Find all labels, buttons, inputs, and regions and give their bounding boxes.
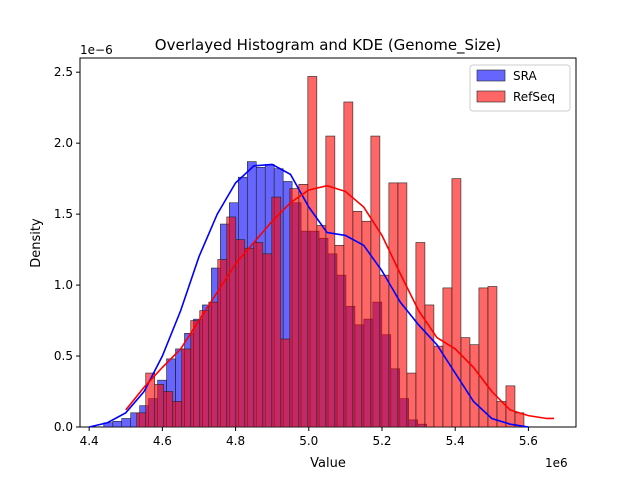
x-tick-label: 5.6 [519, 434, 538, 448]
histogram-bar [163, 391, 174, 428]
legend-swatch [476, 69, 506, 82]
x-tick-label: 4.4 [80, 434, 99, 448]
histogram-bar [361, 220, 372, 428]
histogram-bar [208, 301, 219, 428]
histogram-bar [172, 401, 183, 428]
histogram-bar [325, 135, 336, 428]
legend-swatch [476, 90, 506, 103]
y-tick-label: 1.5 [54, 207, 73, 221]
histogram-bar [415, 242, 426, 428]
histogram-bar [451, 178, 462, 428]
histogram-bar [112, 421, 123, 428]
y-tick-label: 1.0 [54, 278, 73, 292]
histogram-bar [271, 196, 282, 428]
histogram-bar [121, 418, 131, 428]
chart-title: Overlayed Histogram and KDE (Genome_Size… [155, 36, 501, 55]
histogram-bar [307, 76, 318, 428]
histogram-bar [406, 372, 417, 428]
legend-label: RefSeq [513, 90, 555, 104]
y-tick-label: 2.0 [54, 136, 73, 150]
histogram-bar [181, 348, 192, 428]
histogram-bar [469, 344, 480, 428]
y-axis-label: Density [29, 218, 44, 268]
x-tick-label: 5.4 [446, 434, 465, 448]
histogram-bar [478, 287, 489, 428]
histogram-bar [136, 412, 147, 428]
histogram-bar [235, 239, 246, 428]
histogram-bar [199, 310, 210, 428]
series-refseq-bars [136, 76, 525, 428]
histogram-bar [460, 337, 471, 428]
histogram-bar [433, 345, 444, 428]
histogram-bar [379, 274, 390, 428]
histogram-bar [244, 247, 255, 428]
histogram-bar [316, 225, 327, 428]
x-tick-label: 5.2 [372, 434, 391, 448]
histogram-bar [226, 216, 237, 428]
kde-line-sra [88, 163, 529, 428]
histogram-bar [298, 184, 309, 428]
histogram-bar [388, 182, 399, 428]
x-tick-label: 4.6 [153, 434, 172, 448]
histogram-bar [280, 338, 291, 428]
histogram-bar [370, 135, 381, 428]
y-tick-label: 0.0 [54, 420, 73, 434]
histogram-bar [253, 242, 264, 428]
x-tick-label: 5.0 [299, 434, 318, 448]
kde-line-refseq [125, 184, 555, 420]
x-tick-label: 4.8 [226, 434, 245, 448]
x-axis-label: Value [310, 456, 346, 471]
histogram-bar [334, 245, 345, 428]
y-offset-label: 1e−6 [80, 43, 113, 57]
legend: SRA RefSeq [469, 64, 571, 112]
legend-label: SRA [513, 69, 537, 83]
histogram-bar [154, 384, 165, 428]
histogram-bar [343, 101, 354, 428]
x-offset-label: 1e6 [545, 456, 568, 470]
y-tick-label: 0.5 [54, 349, 73, 363]
y-tick-label: 2.5 [54, 65, 73, 79]
histogram-bar [190, 320, 201, 428]
histogram-bar [262, 253, 273, 428]
histogram-bar [487, 286, 498, 428]
histogram-bar [289, 188, 300, 428]
